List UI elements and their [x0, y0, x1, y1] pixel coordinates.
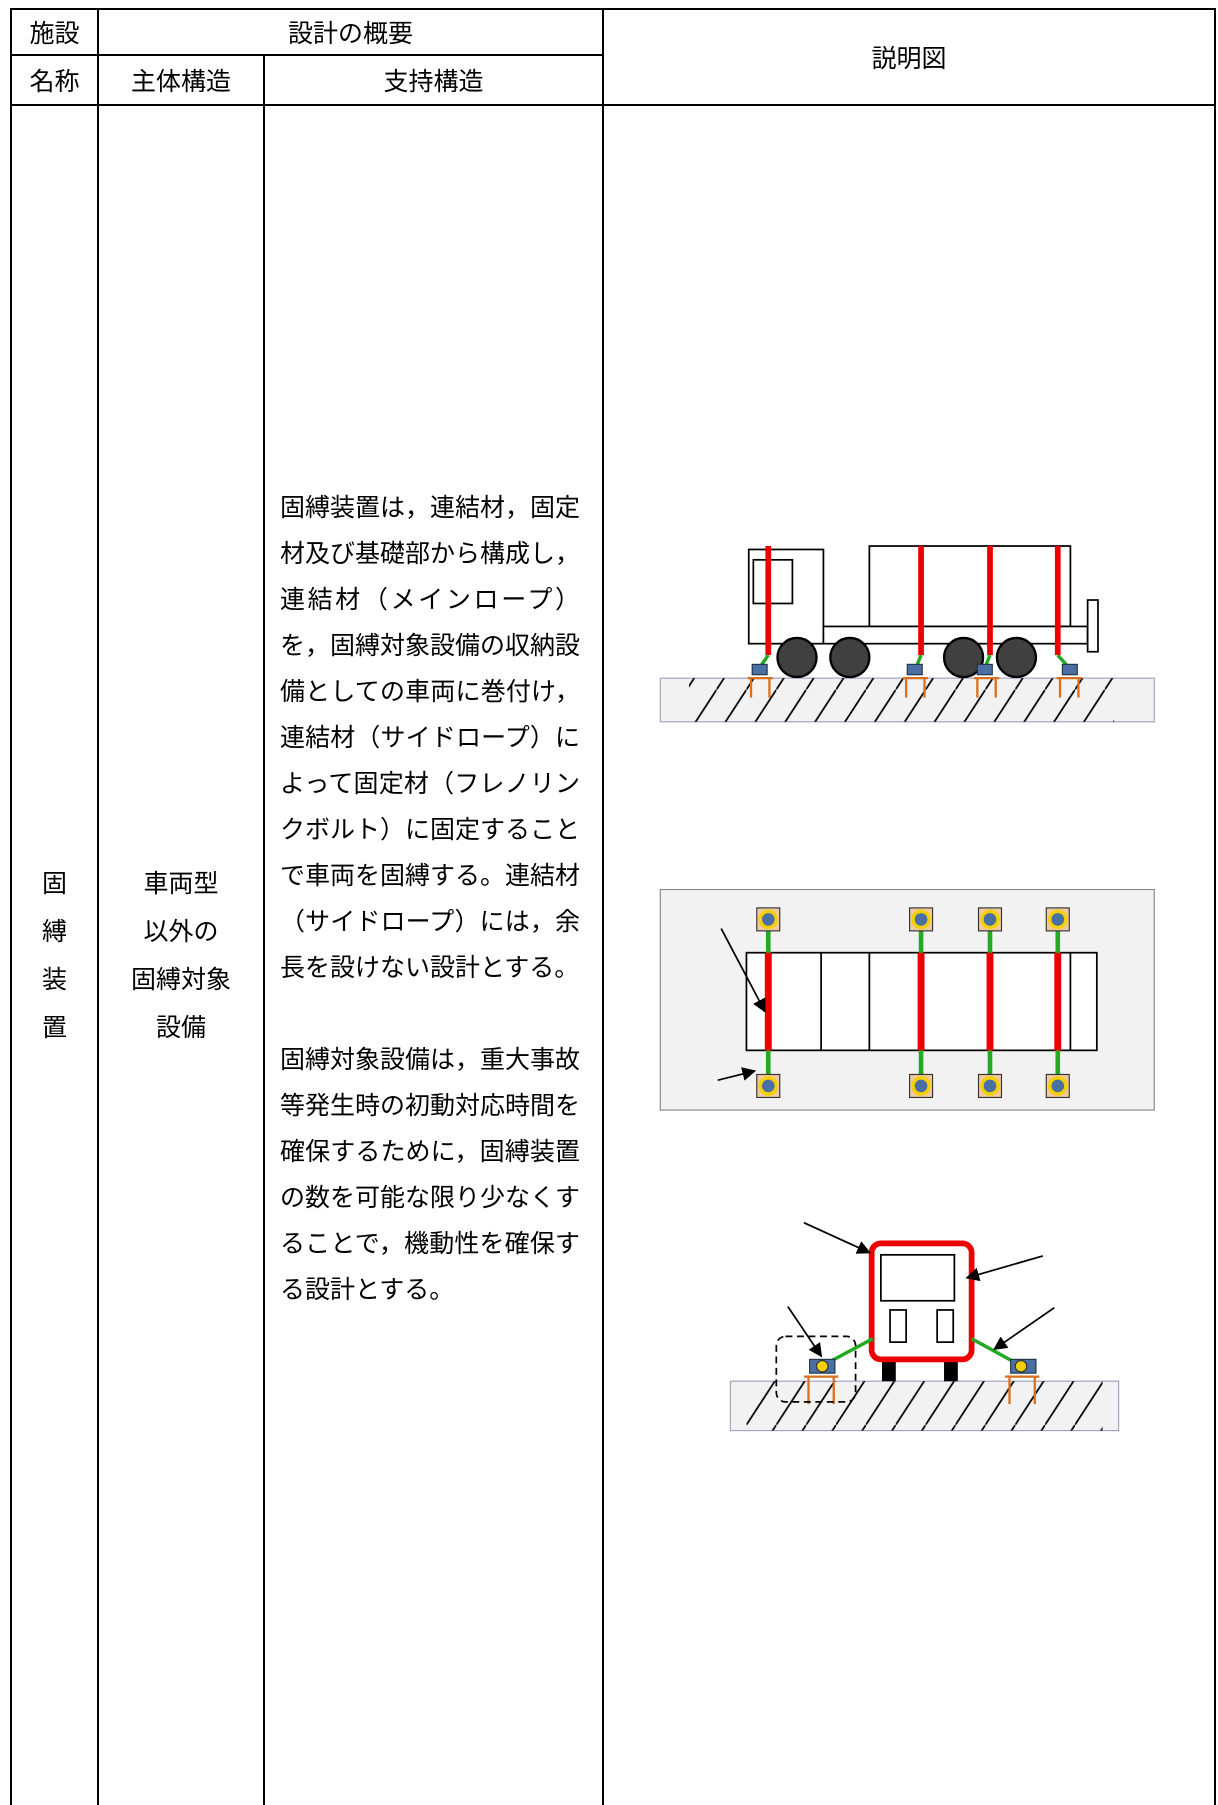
vertical-char: 縛 — [41, 916, 67, 946]
top-view — [659, 888, 1155, 1111]
border — [10, 8, 12, 1805]
border — [602, 8, 604, 1805]
facility-name-cell: 固縛装置 — [12, 106, 97, 1805]
header-cell: 説明図 — [871, 44, 947, 73]
support-structure-cell: 固縛装置は，連結材，固定材及び基礎部から構成し，連結材（メインロープ）を，固縛対… — [280, 485, 580, 1313]
border — [97, 8, 99, 1805]
vertical-char: 置 — [41, 1012, 67, 1042]
vertical-char: 装 — [41, 964, 67, 994]
border — [1214, 8, 1216, 1805]
border — [10, 54, 603, 56]
anchor-bolt — [758, 1076, 779, 1096]
text-line: 車両型 — [143, 868, 219, 898]
paragraph: 固縛装置は，連結材，固定材及び基礎部から構成し，連結材（メインロープ）を，固縛対… — [280, 493, 581, 982]
anchor-bolt — [911, 909, 931, 930]
border — [10, 104, 1216, 106]
main-structure-cell: 車両型以外の固縛対象設備 — [99, 106, 263, 1805]
anchor-bolt — [980, 909, 1000, 930]
anchor-bolt — [1048, 909, 1068, 930]
anchor-bolt — [1048, 1076, 1068, 1096]
header-cell: 設計の概要 — [287, 19, 413, 48]
paragraph: 固縛対象設備は，重大事故等発生時の初動対応時間を確保するために，固縛装置の数を可… — [280, 1045, 581, 1304]
text-line: 固縛対象 — [130, 964, 231, 994]
text-line: 以外の — [143, 916, 219, 946]
anchor-bolt — [758, 909, 779, 930]
vertical-char: 固 — [41, 868, 67, 898]
border — [263, 54, 265, 1805]
anchor-bolt — [980, 1076, 1000, 1096]
header-cell: 主体構造 — [130, 67, 231, 96]
side-view — [659, 545, 1155, 723]
illustration — [659, 545, 1155, 1432]
header-cell: 施設 — [29, 19, 80, 48]
header-cell: 名称 — [29, 67, 80, 96]
anchor-bolt — [911, 1076, 931, 1096]
border — [10, 8, 1216, 10]
header-cell: 支持構造 — [383, 67, 484, 96]
front-view — [729, 1221, 1120, 1432]
text-line: 設備 — [155, 1012, 206, 1042]
